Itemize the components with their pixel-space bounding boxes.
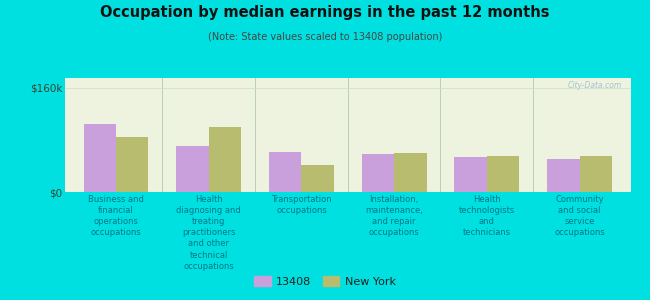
Bar	[84, 124, 116, 192]
Text: Occupation by median earnings in the past 12 months: Occupation by median earnings in the pas…	[100, 4, 550, 20]
Bar	[302, 165, 334, 192]
Bar	[487, 155, 519, 192]
Bar	[116, 136, 148, 192]
Bar	[394, 153, 426, 192]
Text: Installation,
maintenance,
and repair
occupations: Installation, maintenance, and repair oc…	[365, 195, 423, 237]
Bar	[454, 158, 487, 192]
Bar	[580, 156, 612, 192]
Text: City-Data.com: City-Data.com	[567, 81, 622, 90]
Bar	[361, 154, 394, 192]
Text: Health
diagnosing and
treating
practitioners
and other
technical
occupations: Health diagnosing and treating practitio…	[176, 195, 241, 271]
Text: Health
technologists
and
technicians: Health technologists and technicians	[459, 195, 515, 237]
Text: (Note: State values scaled to 13408 population): (Note: State values scaled to 13408 popu…	[208, 32, 442, 41]
Bar	[176, 146, 209, 192]
Bar	[547, 159, 580, 192]
Text: Business and
financial
operations
occupations: Business and financial operations occupa…	[88, 195, 144, 237]
Text: Transportation
occupations: Transportation occupations	[271, 195, 332, 215]
Text: Community
and social
service
occupations: Community and social service occupations	[554, 195, 605, 237]
Legend: 13408, New York: 13408, New York	[250, 272, 400, 291]
Bar	[209, 127, 241, 192]
Bar	[269, 152, 302, 192]
